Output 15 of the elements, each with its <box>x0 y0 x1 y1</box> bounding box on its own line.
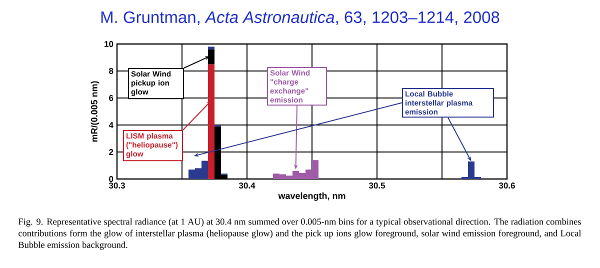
x-tick-label: 30.3 <box>108 182 125 189</box>
y-tick-label: 10 <box>104 40 114 47</box>
y-tick-label: 4 <box>108 122 114 128</box>
y-tick-label: 0 <box>109 176 114 182</box>
y-axis-title: mR/(0.005 nm) <box>90 81 100 142</box>
x-tick-label: 30.6 <box>498 182 515 189</box>
chart-title: M. Gruntman, Acta Astronautica, 63, 1203–1214, 2008 <box>101 10 500 26</box>
x-axis-title: wavelength, nm <box>278 192 346 201</box>
x-tick-label: 30.4 <box>238 182 256 189</box>
y-tick-label: 8 <box>109 68 114 74</box>
x-tick-label: 30.5 <box>368 182 386 189</box>
bar <box>208 46 214 50</box>
y-tick-label: 6 <box>109 94 114 101</box>
caption: Fig. 9. Representative spectral radiance (at 1 AU) at 30.4 nm summed over 0.005-nm bins for a typical observational direction. The radiation combines contributions form the glow of interstellar plasma (heliopause glow) and the pick up ions glow foreground, solar wind emission foreground, and Local Bubble emission background. <box>18 218 582 250</box>
y-tick-label: 2 <box>109 149 114 155</box>
